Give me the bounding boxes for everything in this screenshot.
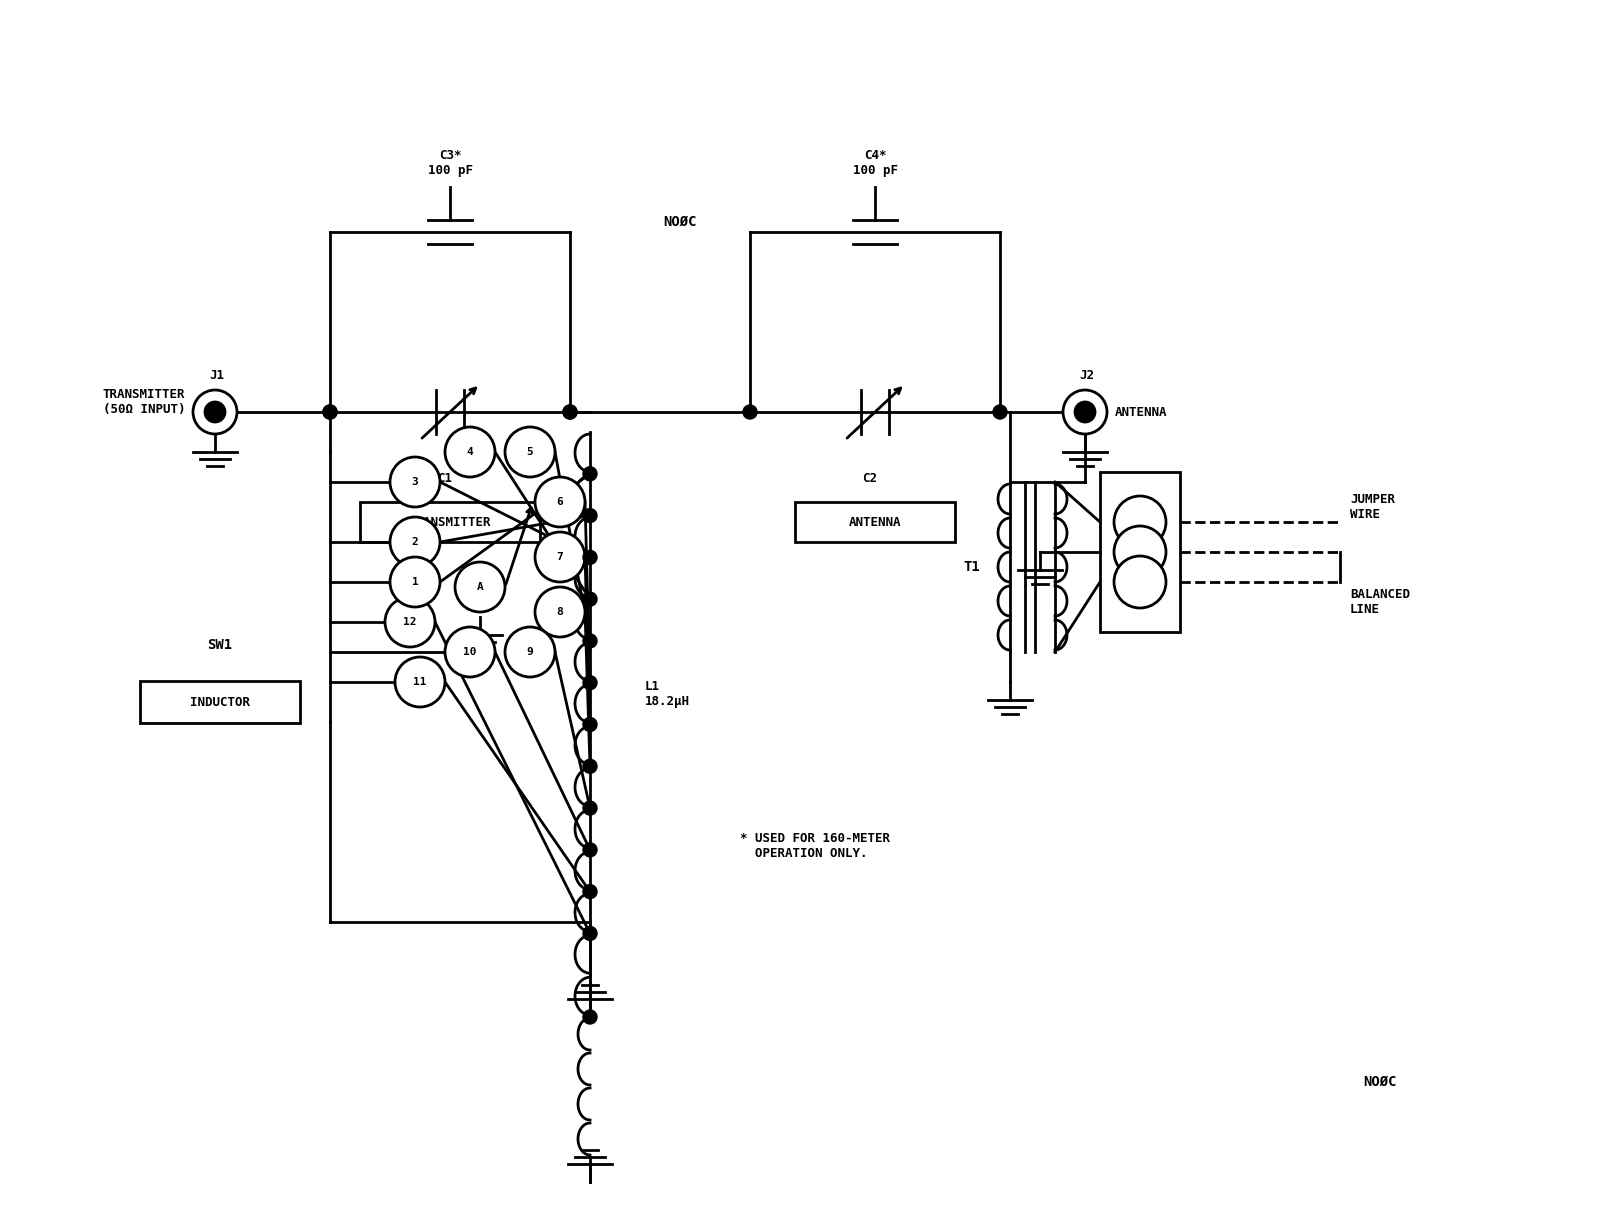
Bar [360, 502, 540, 542]
Text: 11: 11 [413, 678, 427, 687]
Circle shape [583, 759, 597, 773]
Text: 7: 7 [557, 551, 564, 562]
Text: C2: C2 [863, 471, 877, 485]
Text: L1
18.2μH: L1 18.2μH [645, 680, 690, 709]
Bar [796, 502, 956, 542]
Circle shape [535, 478, 584, 527]
Circle shape [323, 405, 336, 419]
Bar [139, 681, 299, 724]
Text: T1: T1 [964, 560, 980, 574]
Text: C1: C1 [437, 471, 453, 485]
Text: SW1: SW1 [208, 638, 232, 652]
Circle shape [504, 627, 556, 678]
Text: ANTENNA: ANTENNA [849, 515, 901, 528]
Text: 10: 10 [463, 647, 477, 657]
Circle shape [583, 926, 597, 941]
Circle shape [564, 405, 576, 419]
Circle shape [583, 676, 597, 690]
Circle shape [583, 842, 597, 857]
Circle shape [583, 634, 597, 648]
Text: NOØC: NOØC [1362, 1075, 1396, 1090]
Text: J2: J2 [1079, 368, 1095, 382]
Bar [1100, 471, 1180, 631]
Circle shape [391, 558, 440, 607]
Text: A: A [477, 582, 484, 591]
Text: C3*
100 pF: C3* 100 pF [427, 149, 472, 177]
Circle shape [504, 427, 556, 478]
Circle shape [583, 593, 597, 606]
Text: J1: J1 [210, 368, 224, 382]
Circle shape [564, 405, 576, 419]
Circle shape [1074, 402, 1095, 422]
Text: 8: 8 [557, 607, 564, 617]
Text: C4*
100 pF: C4* 100 pF [852, 149, 898, 177]
Text: TRANSMITTER
(50Ω INPUT): TRANSMITTER (50Ω INPUT) [102, 388, 186, 416]
Circle shape [395, 657, 445, 707]
Circle shape [583, 885, 597, 898]
Circle shape [583, 718, 597, 732]
Circle shape [1114, 496, 1166, 548]
Text: 4: 4 [466, 447, 474, 457]
Text: * USED FOR 160-METER
  OPERATION ONLY.: * USED FOR 160-METER OPERATION ONLY. [740, 831, 890, 861]
Text: BALANCED
LINE: BALANCED LINE [1350, 588, 1410, 616]
Circle shape [445, 627, 495, 678]
Text: INDUCTOR: INDUCTOR [191, 696, 250, 709]
Circle shape [535, 587, 584, 638]
Circle shape [535, 532, 584, 582]
Circle shape [1063, 390, 1106, 434]
Circle shape [993, 405, 1007, 419]
Circle shape [743, 405, 757, 419]
Text: TRANSMITTER: TRANSMITTER [408, 515, 492, 528]
Circle shape [194, 390, 237, 434]
Circle shape [583, 550, 597, 565]
Circle shape [1114, 556, 1166, 608]
Circle shape [205, 402, 226, 422]
Text: 12: 12 [403, 617, 416, 627]
Text: 6: 6 [557, 497, 564, 507]
Text: ANTENNA: ANTENNA [1114, 406, 1167, 418]
Text: 1: 1 [411, 577, 418, 587]
Circle shape [583, 467, 597, 481]
Circle shape [384, 598, 435, 647]
Circle shape [391, 457, 440, 507]
Circle shape [391, 518, 440, 567]
Circle shape [455, 562, 504, 612]
Circle shape [323, 405, 336, 419]
Circle shape [583, 801, 597, 816]
Circle shape [583, 509, 597, 522]
Text: JUMPER
WIRE: JUMPER WIRE [1350, 493, 1394, 521]
Text: 9: 9 [527, 647, 533, 657]
Circle shape [583, 1010, 597, 1024]
Text: NOØC: NOØC [663, 215, 696, 229]
Text: 2: 2 [411, 537, 418, 547]
Text: 5: 5 [527, 447, 533, 457]
Circle shape [1114, 526, 1166, 578]
Circle shape [445, 427, 495, 478]
Text: 3: 3 [411, 478, 418, 487]
